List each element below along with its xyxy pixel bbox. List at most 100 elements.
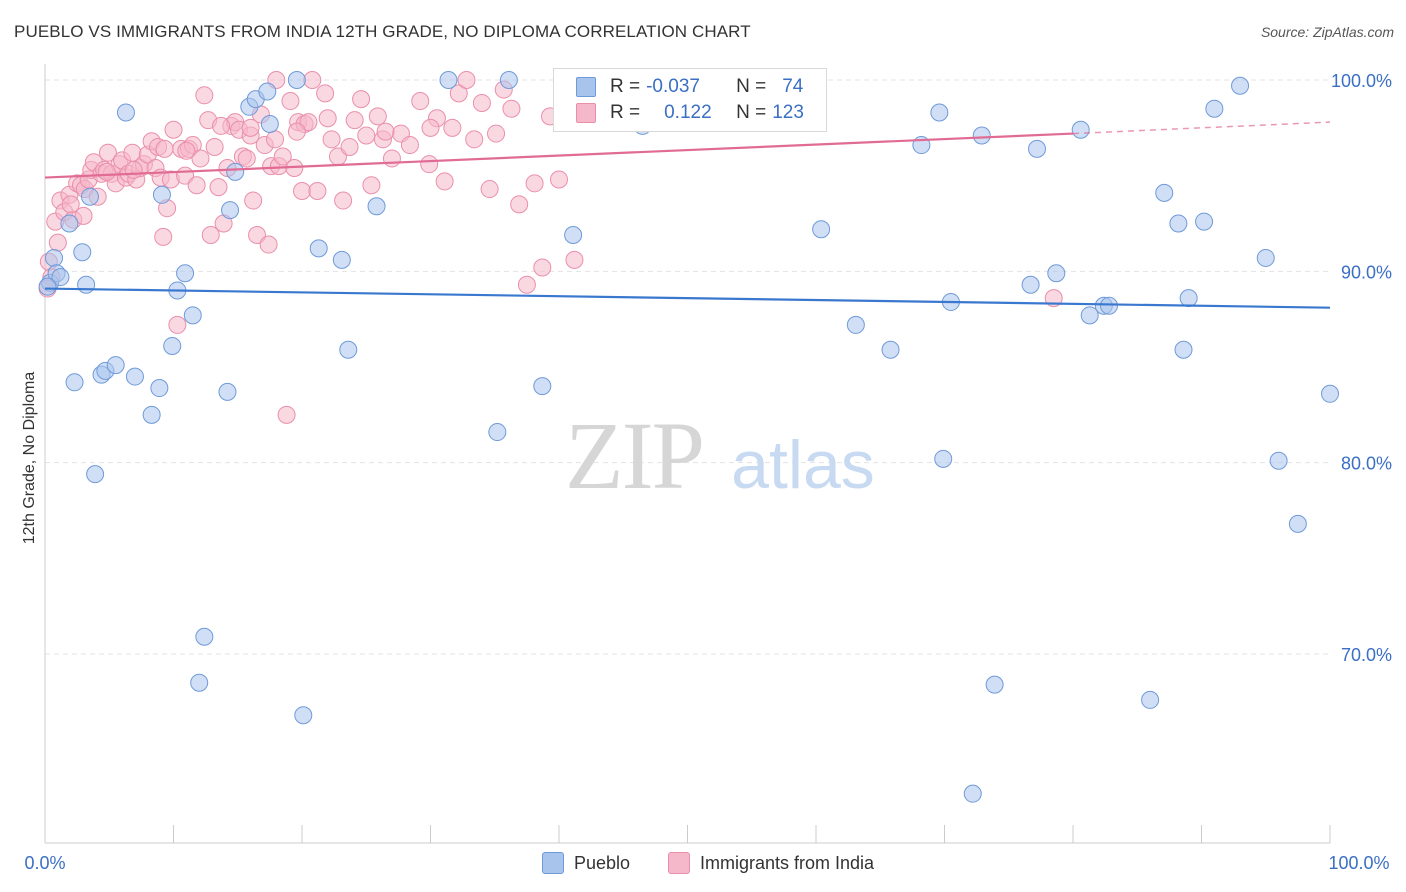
pueblo-point — [1195, 212, 1214, 231]
pueblo-point — [258, 82, 277, 101]
india-point — [299, 113, 318, 132]
pueblo-point — [1256, 248, 1275, 267]
pueblo-point — [499, 71, 518, 89]
india-point — [376, 122, 395, 141]
pueblo-point — [60, 214, 79, 233]
india-point — [352, 90, 371, 109]
pueblo-point — [309, 239, 328, 258]
pueblo-point — [1205, 99, 1224, 118]
pueblo-point — [163, 336, 182, 355]
pueblo-point — [260, 115, 279, 134]
pueblo-point — [846, 315, 865, 334]
pueblo-n-value: 74 — [782, 76, 804, 97]
pueblo-point — [294, 706, 313, 725]
india-point — [420, 155, 439, 174]
legend-pueblo-swatch — [542, 852, 564, 874]
source-label: Source: ZipAtlas.com — [1260, 24, 1394, 40]
y-tick-label: 70.0% — [1341, 645, 1392, 665]
india-point — [368, 107, 387, 126]
india-point — [74, 206, 93, 225]
pueblo-point — [1099, 296, 1118, 315]
pueblo-point — [1179, 289, 1198, 308]
india-point — [443, 118, 462, 137]
india-point — [244, 191, 263, 210]
pueblo-trend-line — [44, 287, 1331, 309]
india-point — [168, 315, 187, 334]
pueblo-point — [1169, 214, 1188, 233]
india-point — [1044, 289, 1063, 308]
pueblo-point — [812, 220, 831, 239]
india-trend-line — [44, 132, 1074, 179]
watermark-atlas: atlas — [731, 427, 875, 503]
legend-item-india: Immigrants from India — [668, 852, 874, 874]
india-point — [201, 225, 220, 244]
india-point — [322, 130, 341, 149]
india-point — [187, 176, 206, 195]
pueblo-point — [1047, 264, 1066, 283]
pueblo-point — [564, 225, 583, 244]
chart-title: PUEBLO VS IMMIGRANTS FROM INDIA 12TH GRA… — [14, 22, 751, 41]
india-point — [212, 116, 231, 135]
series-legend: Pueblo Immigrants from India — [0, 852, 1406, 876]
india-point — [154, 227, 173, 246]
india-point — [98, 143, 117, 162]
india-point — [449, 84, 468, 103]
india-point — [400, 136, 419, 155]
india-point — [435, 172, 454, 191]
india-point — [480, 180, 499, 199]
pueblo-n-label: N = — [736, 76, 767, 97]
pueblo-point — [150, 379, 169, 398]
pueblo-point — [73, 243, 92, 262]
pueblo-point — [533, 377, 552, 396]
india-point — [248, 225, 267, 244]
india-point — [273, 147, 292, 166]
pueblo-point — [934, 449, 953, 468]
pueblo-point — [332, 250, 351, 269]
pueblo-point — [218, 382, 237, 401]
india-point — [465, 130, 484, 149]
pueblo-point — [65, 373, 84, 392]
india-point — [205, 137, 224, 156]
pueblo-point — [176, 264, 195, 283]
india-point — [362, 176, 381, 195]
pueblo-point — [1021, 275, 1040, 294]
pueblo-point — [1269, 451, 1288, 470]
pueblo-point — [439, 71, 458, 89]
india-point — [97, 162, 116, 181]
india-points — [38, 71, 1063, 424]
pueblo-point — [1028, 139, 1047, 158]
pueblo-point — [51, 268, 70, 287]
pueblo-point — [1155, 183, 1174, 202]
pueblo-point — [488, 423, 507, 442]
pueblo-point — [1174, 340, 1193, 359]
pueblo-point — [77, 275, 96, 294]
pueblo-point — [972, 126, 991, 145]
india-point — [164, 120, 183, 139]
trend-layer — [44, 121, 1331, 309]
axis-layer — [44, 64, 1331, 844]
pueblo-point — [963, 784, 982, 803]
pueblo-point — [125, 367, 144, 386]
pueblo-point — [152, 185, 171, 204]
y-tick-label: 90.0% — [1341, 262, 1392, 282]
india-point — [61, 195, 80, 214]
pueblo-point — [44, 248, 63, 267]
pueblo-point — [1141, 690, 1160, 709]
x-tick-label: 100.0% — [1328, 853, 1389, 873]
pueblo-point — [183, 306, 202, 325]
pueblo-r-value: -0.037 — [646, 76, 700, 97]
india-n-value: 123 — [772, 102, 804, 123]
india-trend-extension — [1072, 121, 1331, 135]
pueblo-point — [190, 673, 209, 692]
india-point — [48, 233, 67, 252]
india-point — [277, 405, 296, 424]
y-tick-label: 100.0% — [1331, 71, 1392, 91]
pueblo-point — [106, 356, 125, 375]
india-point — [345, 111, 364, 130]
india-point — [510, 195, 529, 214]
legend-india-label: Immigrants from India — [700, 852, 875, 873]
pueblo-point — [1231, 76, 1250, 95]
pueblo-r-label: R = — [610, 76, 641, 97]
x-tick-label: 0.0% — [24, 853, 65, 873]
y-tick-label: 80.0% — [1341, 454, 1392, 474]
